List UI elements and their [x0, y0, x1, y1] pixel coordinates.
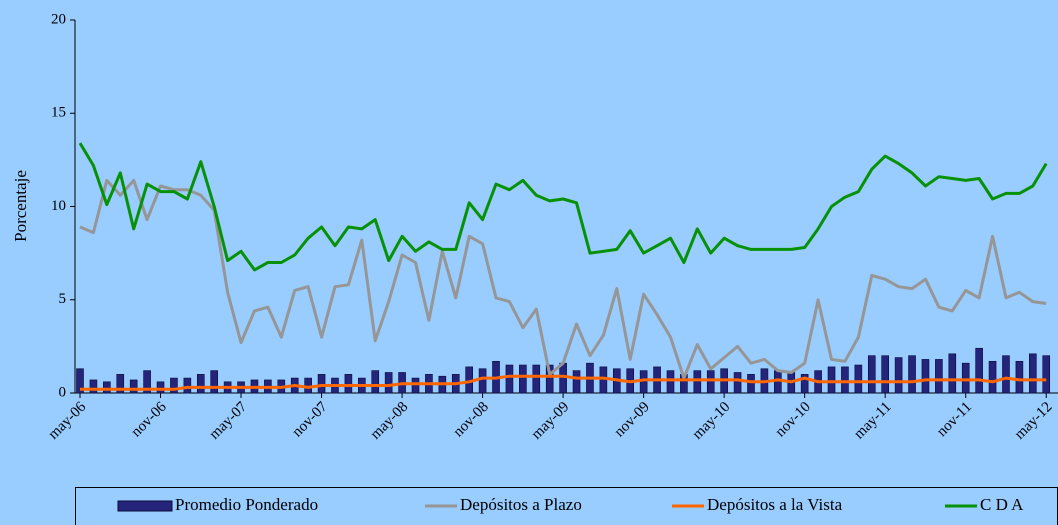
- bar: [317, 374, 326, 394]
- bar: [143, 370, 151, 394]
- bar: [76, 368, 84, 394]
- bar: [89, 379, 98, 394]
- bar: [411, 377, 420, 394]
- bar: [1002, 355, 1010, 394]
- bar: [344, 374, 353, 394]
- line: [78, 142, 1048, 272]
- legend-label: Depósitos a la Vista: [707, 495, 843, 514]
- y-tick-label: 20: [51, 11, 66, 27]
- bar: [867, 355, 876, 394]
- y-tick-label: 0: [59, 384, 67, 400]
- bar: [183, 377, 192, 394]
- y-axis-title: Porcentaje: [11, 170, 30, 242]
- legend-label: Promedio Ponderado: [175, 495, 318, 514]
- bar: [1029, 353, 1037, 394]
- bar: [545, 364, 554, 394]
- bar: [103, 381, 111, 394]
- bar: [975, 347, 983, 394]
- bar: [921, 359, 930, 394]
- bar: [935, 359, 943, 394]
- bar: [841, 366, 849, 394]
- bar: [854, 364, 863, 394]
- bar: [827, 366, 836, 394]
- bar: [639, 370, 648, 394]
- bar: [170, 377, 178, 394]
- bar: [961, 362, 970, 394]
- bar: [129, 379, 138, 394]
- line: [80, 374, 1047, 391]
- bar: [733, 372, 742, 394]
- bar: [519, 364, 527, 394]
- bar: [908, 355, 916, 394]
- bar: [774, 370, 782, 394]
- bar: [800, 374, 809, 394]
- bar: [505, 364, 514, 394]
- bar: [706, 370, 715, 394]
- bar: [559, 362, 567, 394]
- bar: [156, 381, 165, 394]
- y-tick-label: 10: [51, 198, 66, 214]
- bar: [881, 355, 890, 394]
- legend-swatch: [117, 500, 173, 512]
- bar: [116, 374, 125, 394]
- bar: [210, 370, 218, 394]
- bar: [384, 372, 393, 394]
- bar: [894, 357, 903, 394]
- legend-label: C D A: [980, 495, 1024, 514]
- y-tick-label: 15: [51, 105, 66, 121]
- bar: [948, 353, 957, 394]
- bar: [599, 366, 608, 394]
- bar: [747, 374, 755, 394]
- bar: [1015, 360, 1024, 394]
- line: [79, 178, 1047, 380]
- bar: [371, 370, 380, 394]
- bar: [666, 370, 675, 394]
- bar: [196, 374, 205, 394]
- bar: [1042, 355, 1051, 394]
- legend-label: Depósitos a Plazo: [460, 495, 582, 514]
- y-tick-label: 5: [59, 291, 67, 307]
- bar: [572, 370, 581, 394]
- bar: [988, 360, 997, 394]
- bar: [532, 364, 541, 394]
- bar: [693, 370, 702, 394]
- bar: [478, 368, 487, 394]
